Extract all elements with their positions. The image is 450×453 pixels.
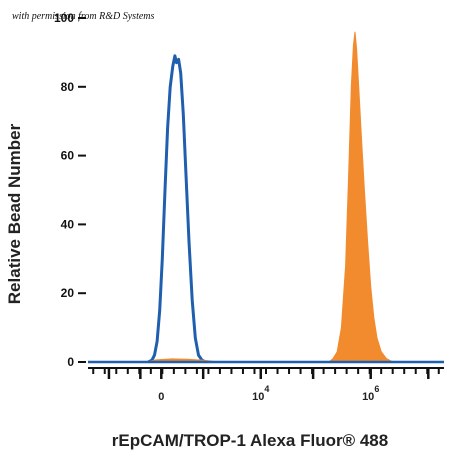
x-tick-label: 0: [158, 391, 164, 403]
y-tick-label: 80: [61, 80, 75, 94]
x-axis-ticks: 0 104 106: [158, 384, 379, 403]
y-tick-label: 20: [61, 286, 75, 300]
x-axis-label: rEpCAM/TROP-1 Alexa Fluor® 488: [112, 431, 388, 450]
series-1-filled-histogram: [327, 31, 393, 363]
watermark-text: with permission from R&D Systems: [12, 11, 155, 22]
plot-area: [88, 31, 444, 364]
y-tick-label: 40: [61, 217, 75, 231]
x-tick-label: 106: [362, 384, 379, 403]
x-tick-label: 104: [252, 384, 269, 403]
series-0-outline-histogram: [147, 54, 207, 364]
y-tick-label: 0: [67, 355, 74, 369]
y-tick-label: 100: [54, 11, 74, 25]
y-axis-label: Relative Bead Number: [5, 123, 24, 304]
x-axis-minor-ticks: [92, 368, 440, 379]
y-axis-ticks: 0 20 40 60 80 100: [54, 11, 86, 369]
y-tick-label: 60: [61, 149, 75, 163]
